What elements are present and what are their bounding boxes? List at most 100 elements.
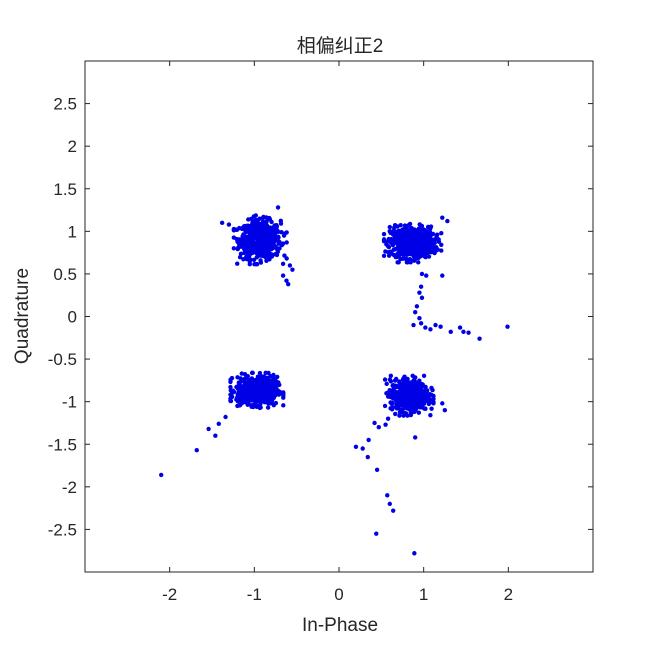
scatter-point (246, 253, 251, 258)
scatter-point (416, 410, 422, 415)
y-tick-label: -1 (62, 393, 77, 412)
scatter-points (159, 205, 510, 556)
scatter-point (403, 225, 409, 231)
scatter-point-outlier (275, 205, 281, 210)
scatter-point (419, 395, 424, 400)
scatter-point-outlier (159, 472, 164, 478)
scatter-point (264, 375, 270, 380)
scatter-point (241, 257, 246, 262)
scatter-point (278, 218, 284, 224)
scatter-point (254, 247, 260, 252)
scatter-point-outlier (287, 263, 293, 268)
scatter-point (420, 382, 425, 387)
y-tick-label: 1 (68, 222, 77, 241)
scatter-point (260, 392, 266, 397)
scatter-point (404, 229, 410, 235)
scatter-point-outlier (413, 310, 418, 315)
scatter-point (271, 225, 277, 230)
scatter-point-outlier (419, 271, 425, 277)
scatter-point-outlier (226, 222, 232, 227)
scatter-point (240, 384, 245, 390)
scatter-point (411, 392, 416, 397)
scatter-point (410, 397, 416, 402)
scatter-point-outlier (412, 551, 417, 556)
scatter-point (384, 391, 389, 396)
scatter-point (277, 246, 282, 251)
scatter-point (280, 241, 286, 246)
y-axis-ticks: -2.5 -2 -1.5 -1 -0.5 0 0.5 1 1.5 2 2.5 (48, 95, 593, 539)
scatter-point (230, 389, 235, 394)
scatter-point-outlier (419, 295, 425, 300)
scatter-point (248, 248, 253, 254)
scatter-point (427, 397, 432, 402)
scatter-point-outlier (440, 215, 445, 220)
scatter-point (274, 380, 280, 385)
scatter-point (395, 229, 400, 235)
scatter-point-outlier (417, 290, 422, 295)
scatter-point (428, 224, 434, 229)
scatter-point (389, 236, 394, 242)
scatter-point (249, 370, 255, 376)
scatter-point-outlier (505, 324, 510, 329)
scatter-point-outlier (387, 224, 392, 230)
scatter-point (412, 229, 418, 235)
scatter-point (395, 244, 401, 250)
scatter-point (381, 231, 387, 237)
scatter-point (394, 402, 399, 407)
scatter-point-outlier (440, 401, 445, 406)
scatter-point (426, 254, 432, 259)
scatter-point (382, 403, 388, 409)
scatter-point (384, 242, 389, 247)
scatter-point (263, 222, 268, 227)
scatter-point (399, 228, 405, 234)
scatter-point (416, 246, 422, 252)
scatter-point (382, 377, 388, 382)
scatter-point (264, 389, 269, 395)
scatter-point (266, 396, 271, 402)
scatter-point (261, 228, 266, 234)
scatter-point (249, 404, 254, 409)
scatter-point (407, 221, 413, 227)
x-tick-label: 0 (334, 585, 343, 604)
scatter-point (284, 230, 289, 235)
scatter-point-outlier (428, 327, 433, 332)
scatter-point (421, 390, 426, 395)
scatter-point (400, 394, 405, 399)
scatter-point (388, 249, 393, 254)
scatter-point (384, 381, 389, 387)
scatter-point (403, 233, 409, 239)
scatter-point (275, 374, 280, 380)
scatter-point (428, 241, 433, 247)
scatter-point-outlier (448, 329, 453, 335)
scatter-point (436, 237, 441, 242)
scatter-point (244, 234, 249, 240)
scatter-point (434, 232, 440, 237)
scatter-point (418, 232, 423, 238)
scatter-point (282, 253, 287, 258)
scatter-point (263, 248, 268, 253)
scatter-point (279, 229, 284, 235)
scatter-point (244, 226, 249, 232)
scatter-point (389, 388, 395, 393)
scatter-point (238, 379, 244, 384)
scatter-point (388, 394, 393, 400)
scatter-point-outlier (280, 273, 286, 278)
scatter-point (394, 395, 400, 400)
scatter-point (405, 249, 410, 254)
scatter-point (253, 217, 258, 223)
scatter-point (244, 256, 249, 262)
scatter-point (276, 389, 281, 395)
x-tick-label: -1 (247, 585, 262, 604)
scatter-point (417, 386, 423, 392)
scatter-point (265, 379, 270, 385)
scatter-point-outlier (411, 322, 416, 328)
scatter-point (249, 216, 254, 221)
scatter-point (284, 240, 289, 245)
scatter-point-outlier (194, 448, 199, 453)
scatter-point (256, 394, 261, 400)
scatter-point (236, 240, 242, 246)
scatter-point (420, 399, 425, 404)
scatter-point (429, 392, 434, 398)
scatter-point-outlier (466, 330, 471, 335)
